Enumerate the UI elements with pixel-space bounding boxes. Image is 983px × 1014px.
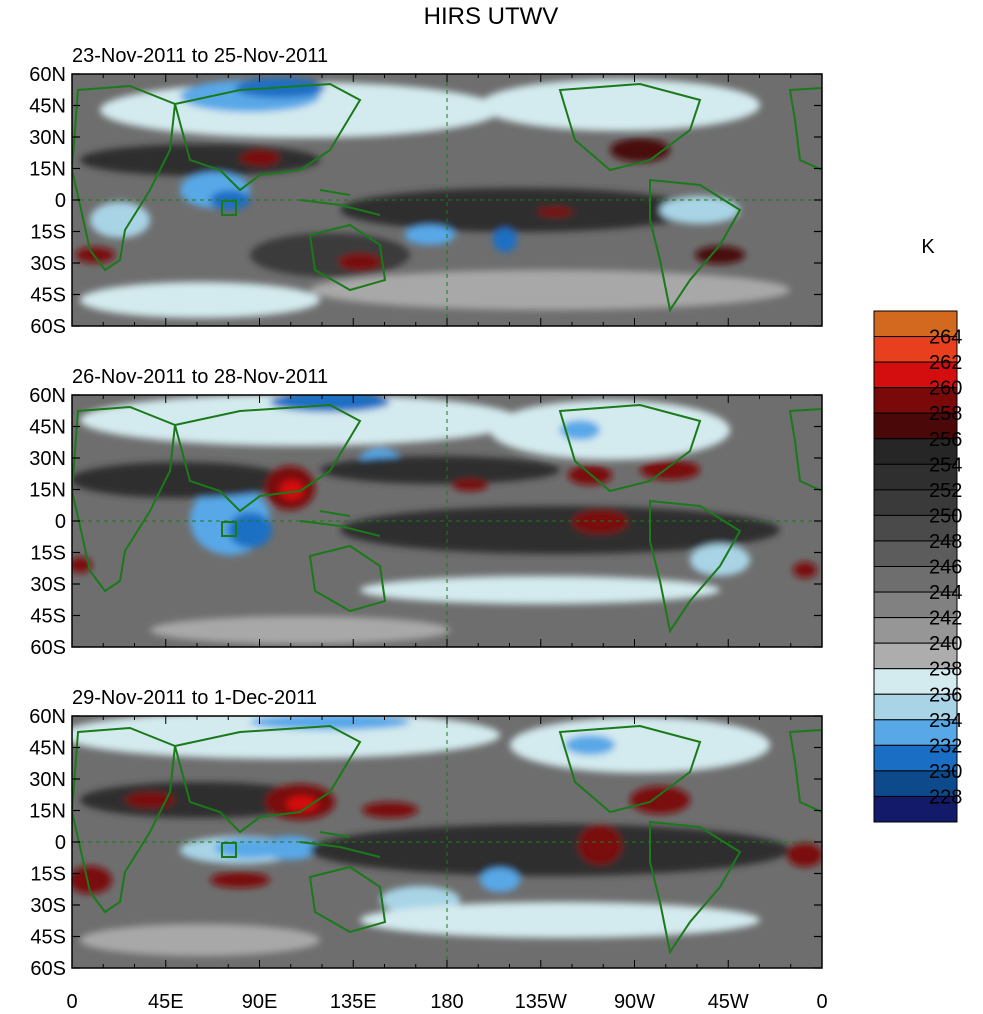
colorbar-box [873,617,958,644]
colorbar-label: 232 [929,735,962,757]
lat-tick-label: 30S [30,574,66,596]
lat-tick-label: 45S [30,927,66,949]
colorbar-label: 256 [929,429,962,451]
lat-tick-label: 15S [30,864,66,886]
lat-tick-label: 45N [29,738,66,760]
colorbar-label: 246 [929,557,962,579]
lat-tick-label: 30N [29,769,66,791]
lat-tick-label: 30N [29,448,66,470]
colorbar-box [873,719,958,746]
panel-3-title: 29-Nov-2011 to 1-Dec-2011 [72,687,317,709]
lat-tick-label: 60S [30,958,66,980]
lon-tick-label: 45W [708,991,749,1013]
panel-1-field [72,74,822,326]
panel-1-blobs [75,78,790,318]
lat-tick-label: 45S [30,606,66,628]
colorbar: K 264 262 260 258 256 254 252 250 248 246 244 242 24… [873,236,962,823]
lat-tick-label: 45N [29,96,66,118]
lat-tick-label: 15S [30,543,66,565]
colorbar-label: 252 [929,480,962,502]
lat-tick-label: 30N [29,127,66,149]
panel-1: 23-Nov-2011 to 25-Nov-2011 [71,45,823,327]
colorbar-box [873,438,958,465]
colorbar-box [873,463,958,491]
colorbar-label: 262 [929,352,962,374]
colorbar-units: K [921,236,935,258]
axes: 60N 45N 30N 15N 0 15S 30S 45S 60S 60N 45N 30N 15N 0 15… [29,64,827,1013]
panel-2-title: 26-Nov-2011 to 28-Nov-2011 [72,366,328,388]
panel-1-coastlines [72,82,822,313]
lon-tick-label: 0 [66,991,77,1013]
lat-tick-label: 60N [29,64,66,86]
colorbar-label: 260 [929,378,962,400]
colorbar-label: 264 [929,327,962,349]
colorbar-label: 242 [929,608,962,630]
lat-tick-label: 45N [29,417,66,439]
colorbar-label: 258 [929,403,962,425]
colorbar-label: 234 [929,710,962,732]
lon-tick-label: 90E [242,991,278,1013]
lat-tick-label: 0 [55,511,66,533]
colorbar-label: 230 [929,761,962,783]
lat-tick-label: 15N [29,801,66,823]
colorbar-box [873,412,958,440]
lon-tick-label: 45E [148,991,184,1013]
colorbar-box [873,489,958,516]
lon-tick-label: 135W [515,991,567,1013]
colorbar-box [873,566,958,593]
colorbar-box [873,336,958,363]
panel-3: 29-Nov-2011 to 1-Dec-2011 [71,687,823,969]
colorbar-box [873,361,958,389]
colorbar-box [873,744,958,772]
panel-1-title: 23-Nov-2011 to 25-Nov-2011 [72,45,328,67]
lat-tick-label: 60S [30,316,66,338]
lat-tick-label: 30S [30,253,66,275]
lat-tick-label: 15S [30,222,66,244]
lon-tick-label: 135E [330,991,377,1013]
panel-3-field [72,716,822,968]
colorbar-boxes: 264 262 260 258 256 254 252 250 248 246 244 242 240 2… [873,310,962,823]
lat-tick-label: 45S [30,285,66,307]
lat-tick-label: 60N [29,706,66,728]
colorbar-box [873,668,958,695]
colorbar-label: 236 [929,684,962,706]
panel-2: 26-Nov-2011 to 28-Nov-2011 [71,366,823,648]
colorbar-label: 240 [929,633,962,655]
lat-tick-label: 0 [55,832,66,854]
colorbar-box [873,693,958,721]
panel-2-coastlines [72,403,822,634]
colorbar-box [873,770,958,797]
panel-2-field [72,395,822,647]
colorbar-label: 250 [929,505,962,527]
panel-3-coastlines [72,724,822,955]
colorbar-box [873,642,958,670]
colorbar-label: 248 [929,531,962,553]
lon-tick-label: 90W [614,991,655,1013]
colorbar-box [873,795,958,823]
colorbar-box [873,540,958,568]
figure-title: HIRS UTWV [424,3,559,30]
lat-tick-label: 60S [30,637,66,659]
colorbar-box [873,514,958,542]
colorbar-label: 228 [929,786,962,808]
colorbar-label: 244 [929,582,962,604]
colorbar-label: 254 [929,454,962,476]
colorbar-label: 238 [929,659,962,681]
lat-tick-label: 30S [30,895,66,917]
lat-tick-label: 15N [29,480,66,502]
lat-tick-label: 15N [29,159,66,181]
lat-tick-label: 0 [55,190,66,212]
lon-tick-label: 0 [816,991,827,1013]
lat-tick-label: 60N [29,385,66,407]
lon-tick-label: 180 [430,991,463,1013]
